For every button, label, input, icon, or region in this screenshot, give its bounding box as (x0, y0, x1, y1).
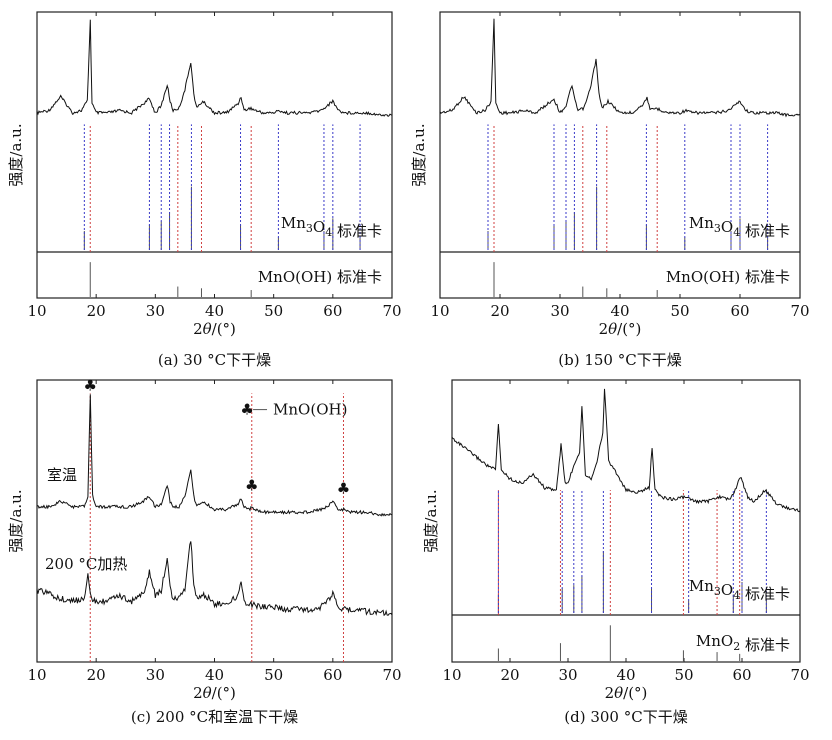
x-tick-label: 50 (674, 666, 693, 684)
panel-caption: (c) 200 °C和室温下干燥 (131, 708, 298, 726)
x-tick-label: 50 (264, 302, 283, 320)
panel-a: 10 20 30 40 50 60 70 2θ/(°) 强度/a.u. (a) 30 °C下干燥 M… (7, 11, 402, 369)
marker-symbol: ♣ (337, 479, 350, 497)
x-tick-label: 60 (732, 666, 751, 684)
y-axis-label: 强度/a.u. (7, 489, 25, 552)
x-axis-label: 2θ/(°) (193, 684, 236, 702)
x-tick-label: 40 (616, 666, 635, 684)
panel-c: 10 20 30 40 50 60 70 2θ/(°) 强度/a.u. (c) 200 °C和室温… (7, 377, 402, 726)
ref-label-mn3o4: Mn3O4 标准卡 (281, 214, 382, 240)
y-axis-label: 强度/a.u. (410, 123, 428, 186)
x-tick-label: 10 (442, 666, 461, 684)
x-tick-label: 60 (323, 302, 342, 320)
ref-label-mn3o4: Mn3O4 标准卡 (689, 577, 790, 603)
panel-caption: (a) 30 °C下干燥 (158, 351, 271, 369)
marker-symbol: ♣ (84, 377, 97, 395)
panel-caption: (b) 150 °C下干燥 (558, 351, 681, 369)
x-tick-label: 70 (790, 666, 809, 684)
xrd-pattern-line (451, 388, 801, 513)
x-tick-label: 10 (27, 302, 46, 320)
x-tick-label: 50 (264, 666, 283, 684)
xrd-pattern-line (36, 19, 393, 117)
series-label: 200 °C加热 (45, 555, 127, 573)
panel-d: 10 20 30 40 50 60 70 2θ/(°) 强度/a.u. (d) 300 °C下干燥… (422, 379, 810, 726)
ref-label-secondary: MnO(OH) 标准卡 (666, 268, 790, 286)
series-label: 室温 (47, 466, 77, 484)
x-tick-label: 60 (323, 666, 342, 684)
x-tick-label: 20 (87, 302, 106, 320)
x-tick-label: 30 (558, 666, 577, 684)
panel-caption: (d) 300 °C下干燥 (564, 708, 687, 726)
ref-label-secondary: MnO2 标准卡 (696, 632, 790, 654)
x-tick-label: 70 (382, 302, 401, 320)
x-axis-label: 2θ/(°) (193, 320, 236, 338)
ref-label-secondary: MnO(OH) 标准卡 (258, 268, 382, 286)
x-axis-label: 2θ/(°) (605, 684, 648, 702)
x-tick-label: 10 (27, 666, 46, 684)
xrd-pattern-line (36, 394, 393, 517)
x-tick-label: 10 (430, 302, 449, 320)
marker-symbol: ♣ (245, 477, 258, 495)
xrd-pattern-line (439, 18, 801, 118)
x-tick-label: 40 (610, 302, 629, 320)
xrd-pattern-line (36, 541, 393, 617)
x-tick-label: 20 (500, 666, 519, 684)
x-tick-label: 20 (490, 302, 509, 320)
x-tick-label: 70 (382, 666, 401, 684)
x-tick-label: 60 (730, 302, 749, 320)
x-tick-label: 40 (205, 302, 224, 320)
x-tick-label: 30 (146, 302, 165, 320)
legend-marker: ♣ (240, 401, 253, 419)
y-axis-label: 强度/a.u. (422, 489, 440, 552)
x-tick-label: 40 (205, 666, 224, 684)
x-tick-label: 20 (87, 666, 106, 684)
x-tick-label: 30 (550, 302, 569, 320)
panel-b: 10 20 30 40 50 60 70 2θ/(°) 强度/a.u. (b) 150 °C下干燥… (410, 11, 810, 369)
x-axis-label: 2θ/(°) (599, 320, 642, 338)
plot-frame (451, 379, 801, 663)
x-tick-label: 70 (790, 302, 809, 320)
x-tick-label: 30 (146, 666, 165, 684)
y-axis-label: 强度/a.u. (7, 123, 25, 186)
legend-label: MnO(OH) (273, 401, 347, 419)
x-tick-label: 50 (670, 302, 689, 320)
ref-label-mn3o4: Mn3O4 标准卡 (689, 214, 790, 240)
